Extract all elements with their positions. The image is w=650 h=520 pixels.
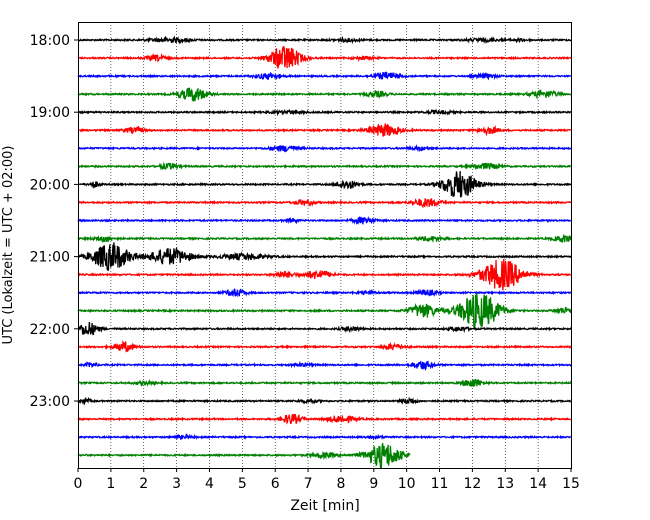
trace-2030: [77, 216, 572, 225]
trace-1845: [77, 87, 572, 102]
x-tick-label: 7: [304, 476, 313, 492]
x-tick-label: 6: [271, 476, 280, 492]
y-tick-label: 22:00: [30, 322, 70, 338]
trace-2215: [77, 340, 572, 353]
x-tick-label: 14: [529, 476, 547, 492]
trace-2145: [77, 292, 572, 330]
x-tick-label: 13: [496, 476, 514, 492]
trace-2245: [77, 378, 572, 388]
trace-2230: [77, 360, 572, 372]
trace-1830: [77, 71, 572, 81]
trace-1915: [77, 123, 572, 137]
x-tick-label: 0: [74, 476, 83, 492]
x-axis-ticks: 0 1 2 3 4 5 6 7 8 9 10 11 12 13 14 15: [74, 468, 580, 492]
x-tick-label: 10: [398, 476, 416, 492]
trace-2315: [77, 413, 572, 425]
y-axis-ticks: 18:00 19:00 20:00 21:00 22:00 23:00: [30, 33, 78, 410]
trace-1945: [77, 161, 572, 171]
trace-2300: [77, 396, 572, 406]
x-tick-label: 5: [238, 476, 247, 492]
trace-2130: [77, 288, 572, 298]
trace-2045: [77, 234, 572, 244]
trace-2330: [77, 433, 572, 441]
trace-2000: [77, 171, 572, 198]
x-tick-label: 11: [431, 476, 449, 492]
x-tick-label: 4: [205, 476, 214, 492]
trace-1900: [77, 108, 572, 117]
trace-2115: [77, 258, 572, 291]
seismogram-traces: [77, 35, 572, 469]
x-tick-label: 2: [139, 476, 148, 492]
trace-2200: [77, 322, 572, 336]
x-tick-label: 15: [562, 476, 580, 492]
trace-1930: [77, 143, 572, 153]
x-axis-label: Zeit [min]: [290, 498, 359, 514]
grid-lines: [110, 22, 539, 468]
y-axis-label: UTC (Lokalzeit = UTC + 02:00): [1, 146, 16, 345]
x-tick-label: 9: [369, 476, 378, 492]
x-tick-label: 3: [172, 476, 181, 492]
trace-2345: [77, 442, 411, 469]
y-tick-label: 18:00: [30, 33, 70, 49]
trace-2015: [77, 198, 572, 209]
y-tick-label: 20:00: [30, 177, 70, 193]
y-tick-label: 19:00: [30, 105, 70, 121]
trace-2100: [77, 242, 572, 271]
trace-1800: [77, 35, 572, 45]
x-tick-label: 12: [463, 476, 481, 492]
y-tick-label: 21:00: [30, 250, 70, 266]
trace-1815: [77, 45, 572, 69]
x-tick-label: 8: [336, 476, 345, 492]
y-tick-label: 23:00: [30, 394, 70, 410]
plot-frame: [78, 22, 572, 469]
x-tick-label: 1: [106, 476, 115, 492]
